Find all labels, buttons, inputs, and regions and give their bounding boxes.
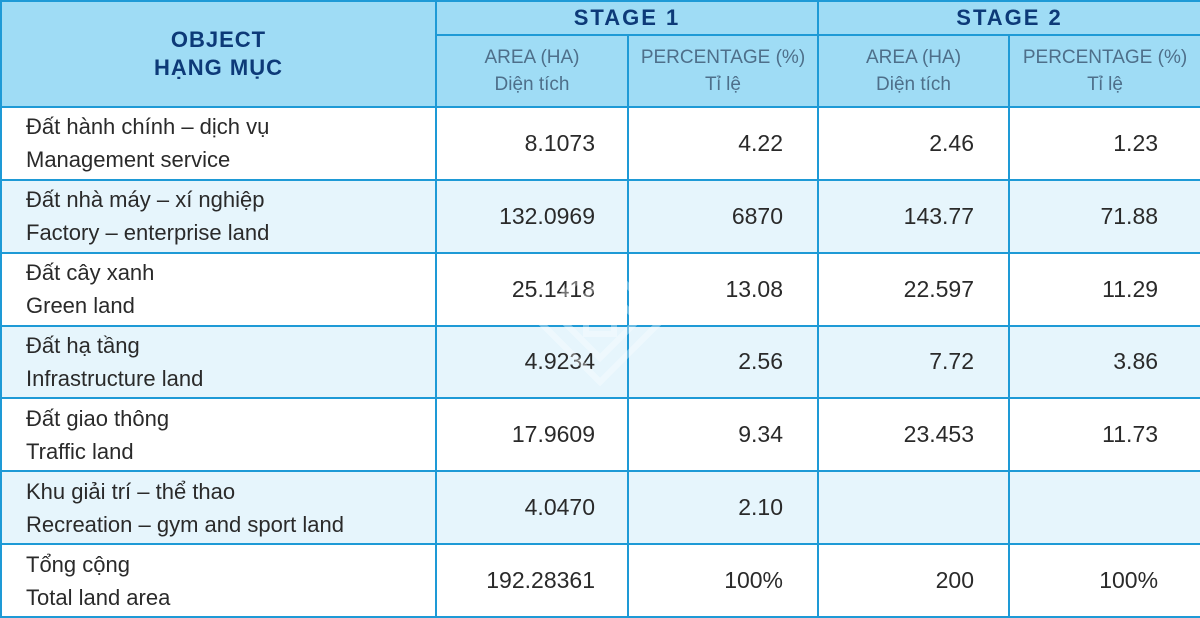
table-row: Đất hành chính – dịch vụ Management serv… xyxy=(0,106,1200,181)
percentage-header-vi: Tỉ lệ xyxy=(1087,74,1123,95)
row-label-en: Factory – enterprise land xyxy=(26,220,270,246)
stage-1-area-cell: 4.9234 xyxy=(435,324,629,400)
table-row: Khu giải trí – thể thao Recreation – gym… xyxy=(0,470,1200,546)
row-label: Đất giao thông Traffic land xyxy=(0,397,437,473)
stage-2-area-cell: 2.46 xyxy=(817,106,1011,181)
table-row: Đất hạ tầng Infrastructure land 4.9234 2… xyxy=(0,324,1200,400)
row-label: Đất nhà máy – xí nghiệp Factory – enterp… xyxy=(0,178,437,254)
row-label-vi: Đất cây xanh xyxy=(26,260,155,286)
stage-1-percentage-cell: 100% xyxy=(626,543,820,618)
percentage-header-en: PERCENTAGE (%) xyxy=(1022,47,1188,68)
row-label-vi: Đất nhà máy – xí nghiệp xyxy=(26,187,265,213)
stage-2-percentage-cell: 71.88 xyxy=(1008,178,1200,254)
stage-1-percentage-cell: 2.56 xyxy=(626,324,820,400)
stage-1-area-cell: 17.9609 xyxy=(435,397,629,473)
table-row: Tổng cộng Total land area 192.28361 100%… xyxy=(0,543,1200,618)
row-label-en: Infrastructure land xyxy=(26,365,204,391)
row-label-en: Management service xyxy=(26,147,231,173)
stage-1-header: STAGE 1 xyxy=(434,0,820,36)
area-header-en: AREA (HA) xyxy=(484,47,580,68)
stage-2-area-header: AREA (HA) Diện tích xyxy=(817,34,1011,108)
stage-1-percentage-header: PERCENTAGE (%) Tỉ lệ xyxy=(626,34,820,108)
stage-2-percentage-cell: 11.73 xyxy=(1008,397,1200,473)
row-label-vi: Khu giải trí – thể thao xyxy=(26,478,236,504)
object-column-header: OBJECT HẠNG MỤC xyxy=(0,0,437,108)
object-header-vi: HẠNG MỤC xyxy=(154,55,283,80)
row-label-en: Recreation – gym and sport land xyxy=(26,511,344,537)
stage-2-percentage-cell: 3.86 xyxy=(1008,324,1200,400)
area-header-vi: Diện tích xyxy=(494,74,570,95)
stage-1-area-cell: 25.1418 xyxy=(435,251,629,327)
stage-2-percentage-cell: 1.23 xyxy=(1008,106,1200,181)
table-row: Đất giao thông Traffic land 17.9609 9.34… xyxy=(0,397,1200,473)
stage-2-header: STAGE 2 xyxy=(817,0,1200,36)
stage-1-area-cell: 192.28361 xyxy=(435,543,629,618)
stage-1-percentage-cell: 13.08 xyxy=(626,251,820,327)
stage-1-percentage-cell: 6870 xyxy=(626,178,820,254)
row-label: Đất cây xanh Green land xyxy=(0,251,437,327)
stage-2-area-cell: 7.72 xyxy=(817,324,1011,400)
stage-2-percentage-cell: 100% xyxy=(1008,543,1200,618)
row-label-en: Green land xyxy=(26,293,135,319)
percentage-header-vi: Tỉ lệ xyxy=(705,74,741,95)
stage-1-area-cell: 132.0969 xyxy=(435,178,629,254)
stage-2-percentage-cell xyxy=(1008,470,1200,546)
stage-2-area-cell xyxy=(817,470,1011,546)
stage-1-area-header: AREA (HA) Diện tích xyxy=(435,34,629,108)
stage-2-area-cell: 200 xyxy=(817,543,1011,618)
stage-2-area-cell: 22.597 xyxy=(817,251,1011,327)
row-label: Tổng cộng Total land area xyxy=(0,543,437,618)
stage-1-percentage-cell: 4.22 xyxy=(626,106,820,181)
area-header-en: AREA (HA) xyxy=(866,47,962,68)
row-label-vi: Đất hạ tầng xyxy=(26,332,140,358)
stage-1-area-cell: 8.1073 xyxy=(435,106,629,181)
stage-2-percentage-header: PERCENTAGE (%) Tỉ lệ xyxy=(1008,34,1200,108)
row-label-vi: Tổng cộng xyxy=(26,551,130,577)
percentage-header-en: PERCENTAGE (%) xyxy=(640,47,806,68)
table-row: Đất nhà máy – xí nghiệp Factory – enterp… xyxy=(0,178,1200,254)
row-label: Khu giải trí – thể thao Recreation – gym… xyxy=(0,470,437,546)
stage-2-area-cell: 143.77 xyxy=(817,178,1011,254)
area-header-vi: Diện tích xyxy=(876,74,951,95)
row-label-en: Traffic land xyxy=(26,438,134,464)
stage-1-percentage-cell: 2.10 xyxy=(626,470,820,546)
table-row: Đất cây xanh Green land 25.1418 13.08 22… xyxy=(0,251,1200,327)
row-label: Đất hành chính – dịch vụ Management serv… xyxy=(0,106,437,181)
stage-2-area-cell: 23.453 xyxy=(817,397,1011,473)
row-label: Đất hạ tầng Infrastructure land xyxy=(0,324,437,400)
stage-1-percentage-cell: 9.34 xyxy=(626,397,820,473)
row-label-vi: Đất hành chính – dịch vụ xyxy=(26,114,270,140)
object-header-en: OBJECT xyxy=(170,27,267,52)
stage-1-area-cell: 4.0470 xyxy=(435,470,629,546)
row-label-en: Total land area xyxy=(26,584,171,610)
stage-2-percentage-cell: 11.29 xyxy=(1008,251,1200,327)
row-label-vi: Đất giao thông xyxy=(26,405,170,431)
